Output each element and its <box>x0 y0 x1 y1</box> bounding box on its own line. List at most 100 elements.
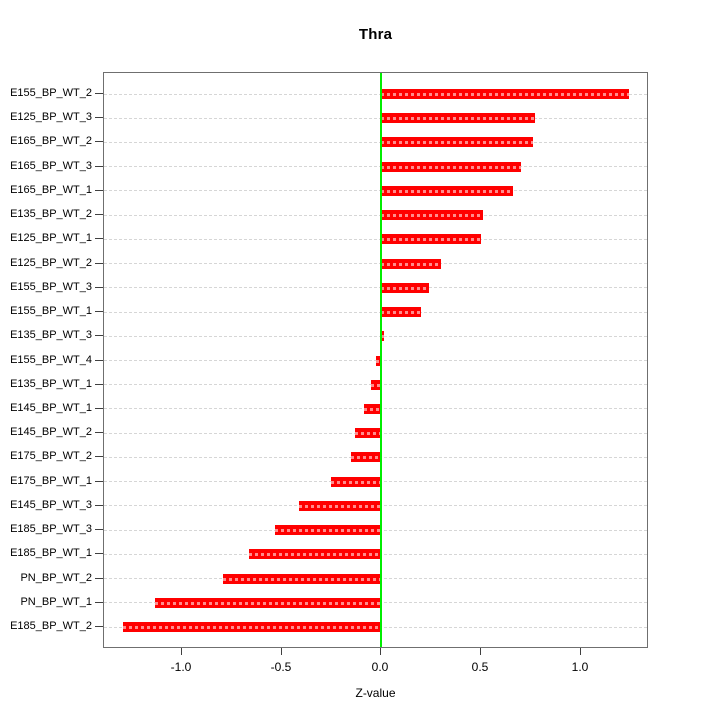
bar-dash-pattern <box>381 287 429 290</box>
bar-dash-pattern <box>381 311 421 314</box>
bar <box>371 380 381 390</box>
y-axis-tick <box>95 93 103 94</box>
y-axis-tick <box>95 117 103 118</box>
bar <box>381 210 483 220</box>
bar-dash-pattern <box>381 166 521 169</box>
bar <box>331 477 381 487</box>
x-axis-tick <box>281 648 282 655</box>
bar-dash-pattern <box>351 456 381 459</box>
bar <box>155 598 381 608</box>
bar-dash-pattern <box>223 578 381 581</box>
x-tick-label: -0.5 <box>270 660 292 674</box>
bar-dash-pattern <box>381 263 441 266</box>
bar-dash-pattern <box>381 214 483 217</box>
category-label: E125_BP_WT_3 <box>10 111 92 123</box>
y-axis-tick <box>95 190 103 191</box>
y-axis-tick <box>95 166 103 167</box>
y-axis-tick <box>95 505 103 506</box>
bar-dash-pattern <box>355 432 381 435</box>
y-axis-tick <box>95 360 103 361</box>
y-axis-tick <box>95 626 103 627</box>
x-tick-label: 0.0 <box>371 660 389 674</box>
bar-dash-pattern <box>249 553 381 556</box>
category-label: E135_BP_WT_3 <box>10 329 92 341</box>
category-label: E165_BP_WT_3 <box>10 160 92 172</box>
category-label: PN_BP_WT_1 <box>20 596 92 608</box>
bar-dash-pattern <box>381 93 629 96</box>
category-label: E165_BP_WT_2 <box>10 135 92 147</box>
y-axis-tick <box>95 432 103 433</box>
bar <box>275 525 381 535</box>
x-axis-tick <box>181 648 182 655</box>
y-axis-tick <box>95 311 103 312</box>
gridline <box>104 93 647 95</box>
category-label: E185_BP_WT_1 <box>10 547 92 559</box>
bar <box>381 89 629 99</box>
chart-title: Thra <box>358 26 393 43</box>
y-axis-tick <box>95 481 103 482</box>
gridline <box>104 117 647 119</box>
y-axis-tick <box>95 602 103 603</box>
gridline <box>104 263 647 265</box>
y-axis-tick <box>95 456 103 457</box>
bar-dash-pattern <box>155 602 381 605</box>
category-label: E185_BP_WT_2 <box>10 620 92 632</box>
bar-dash-pattern <box>275 529 381 532</box>
category-label: E155_BP_WT_4 <box>10 354 92 366</box>
bar <box>249 549 381 559</box>
bar-dash-pattern <box>331 481 381 484</box>
category-label: E125_BP_WT_1 <box>10 232 92 244</box>
category-label: E145_BP_WT_3 <box>10 499 92 511</box>
bar <box>381 234 481 244</box>
gridline <box>104 141 647 143</box>
bar <box>355 428 381 438</box>
bar <box>381 186 513 196</box>
bar-dash-pattern <box>376 360 381 363</box>
y-axis-tick <box>95 141 103 142</box>
category-label: E175_BP_WT_1 <box>10 475 92 487</box>
y-axis-tick <box>95 578 103 579</box>
gridline <box>104 287 647 289</box>
category-label: E135_BP_WT_1 <box>10 378 92 390</box>
category-label: PN_BP_WT_2 <box>20 572 92 584</box>
bar-dash-pattern <box>364 408 381 411</box>
category-label: E155_BP_WT_2 <box>10 87 92 99</box>
y-axis-tick <box>95 335 103 336</box>
bar-dash-pattern <box>381 190 513 193</box>
y-axis-tick <box>95 553 103 554</box>
bar-dash-pattern <box>381 117 535 120</box>
bar <box>381 283 429 293</box>
x-tick-label: 0.5 <box>471 660 489 674</box>
bar-dash-pattern <box>381 335 384 338</box>
category-label: E185_BP_WT_3 <box>10 523 92 535</box>
bar-dash-pattern <box>371 384 381 387</box>
y-axis-tick <box>95 408 103 409</box>
plot-area <box>103 72 648 648</box>
bar-dash-pattern <box>123 626 381 629</box>
x-tick-label: 1.0 <box>571 660 589 674</box>
y-axis-tick <box>95 287 103 288</box>
bar-dash-pattern <box>381 238 481 241</box>
gridline <box>104 214 647 216</box>
x-axis-label: Z-value <box>355 686 396 700</box>
bar <box>381 162 521 172</box>
y-axis-tick <box>95 238 103 239</box>
bar <box>381 259 441 269</box>
bar-dash-pattern <box>381 141 533 144</box>
bar <box>381 331 384 341</box>
gridline <box>104 335 647 337</box>
gridline <box>104 166 647 168</box>
category-label: E155_BP_WT_1 <box>10 305 92 317</box>
bar <box>376 356 381 366</box>
category-label: E165_BP_WT_1 <box>10 184 92 196</box>
gridline <box>104 360 647 361</box>
bar <box>299 501 381 511</box>
y-axis-tick <box>95 214 103 215</box>
category-label: E125_BP_WT_2 <box>10 257 92 269</box>
bar-dash-pattern <box>299 505 381 508</box>
category-label: E145_BP_WT_1 <box>10 402 92 414</box>
y-axis-tick <box>95 529 103 530</box>
bar <box>223 574 381 584</box>
x-axis-tick <box>580 648 581 655</box>
